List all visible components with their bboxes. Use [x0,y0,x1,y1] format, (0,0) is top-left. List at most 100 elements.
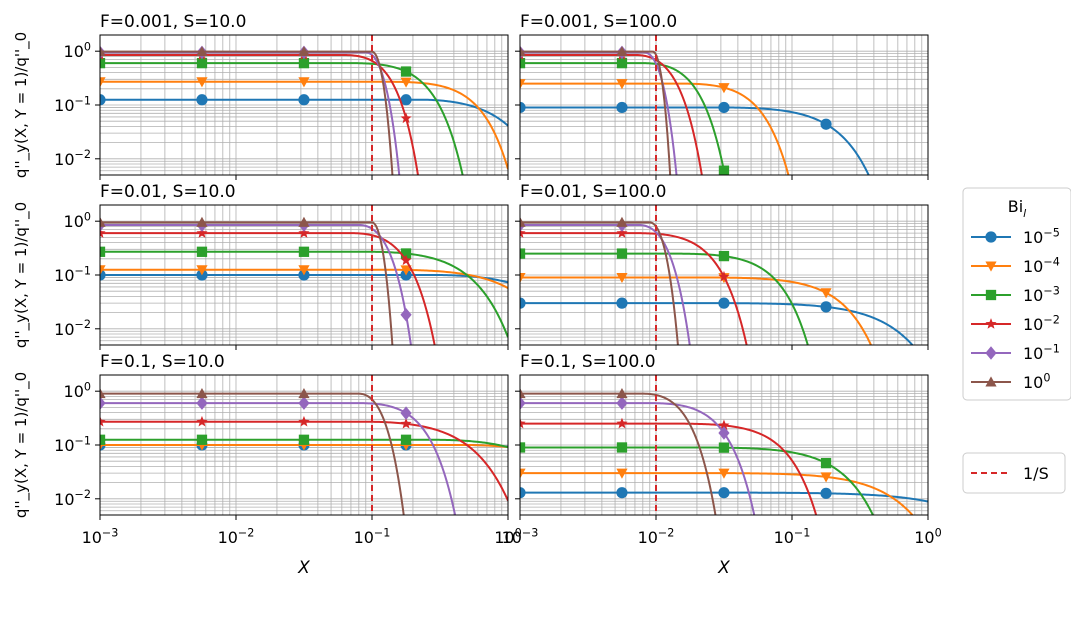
data-point-bi-1e0 [298,388,310,399]
data-point-bi-1e-5 [520,297,526,309]
data-point-bi-1e-4 [616,79,628,90]
series-line-bi-1e-5 [520,106,870,175]
data-point-bi-1e-1 [400,308,412,322]
x-tick-label: 10−1 [774,526,811,547]
data-point-bi-1e-5 [400,94,412,106]
x-tick-label: 10−2 [218,526,255,547]
data-point-bi-1e0 [520,216,526,227]
data-point-bi-1e-5 [616,101,628,114]
data-point-bi-1e-3 [520,248,526,259]
panel-title: F=0.1, S=100.0 [520,352,656,372]
data-point-bi-1e-3 [718,165,730,175]
legend-entry-label: 10−1 [1023,342,1060,363]
grid [519,34,929,176]
legend-marker [985,376,997,387]
data-point-bi-1e-1 [400,406,412,420]
x-tick-label: 10−2 [638,526,675,547]
series-line-bi-1e-2 [100,232,436,345]
y-axis-label: q''_y(X, Y = 1)/q''_0 [12,202,31,348]
legend-marker [985,318,997,329]
ticks [95,220,509,350]
legend-marker [985,289,997,301]
data-point-bi-1e0 [196,216,208,227]
data-point-bi-1e-4 [520,272,526,284]
data-point-bi-1e-2 [616,227,628,238]
data-point-bi-1e0 [100,46,106,57]
data-point-bi-1e-1 [196,396,208,410]
data-point-bi-1e0 [100,216,106,227]
data-point-bi-1e-4 [718,83,730,94]
y-axis-label: q''_y(X, Y = 1)/q''_0 [12,372,31,518]
data-point-bi-1e-4 [100,77,106,88]
data-point-bi-1e-3 [616,248,628,259]
legend-entry-label: 100 [1023,371,1050,392]
legend-entry-label: 10−2 [1023,313,1060,334]
y-tick-label: 10−2 [54,488,91,509]
data-point-bi-1e-5 [520,487,526,499]
ticks [95,390,509,520]
y-tick-label: 10−1 [54,264,91,285]
panel-title: F=0.01, S=10.0 [100,182,236,202]
data-point-bi-1e0 [616,46,628,57]
panel-3: F=0.01, S=10.0 10−2 10−1 100 q''_y(X, Y = 1)… [12,182,509,350]
data-point-bi-1e-2 [298,415,310,427]
data-point-bi-1e-3 [820,457,832,469]
data-point-bi-1e-4 [196,265,208,276]
data-point-bi-1e-3 [196,434,208,445]
data-point-bi-1e-4 [520,79,526,90]
data-point-bi-1e-5 [520,101,526,114]
data-point-bi-1e-3 [100,57,106,69]
ref-legend-box [962,452,1066,494]
y-tick-label: 100 [64,40,91,61]
panel-5: F=0.1, S=10.0 10−2 10−1 100 q''_y(X, Y = 1)/… [12,352,522,578]
legend-marker [985,346,997,360]
data-point-bi-1e0 [298,216,310,227]
series-line-bi-1e-1 [100,51,401,175]
series-line-bi-1e0 [520,221,679,345]
data-point-bi-1e-2 [718,419,730,431]
series-line-bi-1e0 [100,392,405,515]
series-group [520,45,870,175]
data-point-bi-1e-2 [196,227,208,238]
data-point-bi-1e-5 [718,487,730,499]
ticks [515,390,929,520]
panel-6: F=0.1, S=100.0 10−3 10−2 10−1 100 X [502,352,942,578]
x-tick-label: 10−3 [82,526,119,547]
series-line-bi-1e-2 [520,422,818,515]
data-point-bi-1e-3 [100,246,106,257]
legend-marker [985,261,997,272]
panel-1: F=0.001, S=10.0 10−2 10−1 100 q''_y(X, Y = 1… [12,12,509,180]
x-axis-label: X [717,558,730,578]
data-point-bi-1e-2 [400,112,412,124]
data-point-bi-1e-1 [616,396,628,410]
legend-title: Bil [1008,197,1026,220]
data-point-bi-1e-5 [718,297,730,309]
data-point-bi-1e-3 [196,246,208,257]
data-point-bi-1e-5 [718,101,730,114]
legend-marker [985,231,997,243]
data-point-bi-1e-4 [520,468,526,479]
data-point-bi-1e-3 [298,434,310,445]
panel-title: F=0.1, S=10.0 [100,352,225,372]
series-line-bi-1e-3 [100,250,508,338]
series-line-bi-1e-1 [520,223,691,345]
data-point-bi-1e-3 [718,250,730,262]
data-point-bi-1e-1 [520,396,526,410]
series-line-bi-1e-1 [100,402,457,515]
panel-title: F=0.001, S=10.0 [100,12,246,32]
x-tick-label: 10−1 [354,526,391,547]
x-tick-label: 10−3 [502,526,539,547]
x-tick-label: 100 [494,526,521,547]
legend: Bil 10−5 10−4 10−3 10−2 10−1 100 1/S [962,187,1071,494]
data-point-bi-1e-4 [400,77,412,88]
data-point-bi-1e-5 [820,118,832,130]
y-tick-label: 10−1 [54,434,91,455]
data-point-bi-1e-4 [400,265,412,276]
data-point-bi-1e-4 [616,272,628,284]
y-axis-label: q''_y(X, Y = 1)/q''_0 [12,32,31,178]
data-point-bi-1e-5 [616,297,628,309]
data-point-bi-1e-3 [616,442,628,453]
series-line-bi-1e-4 [520,82,790,175]
data-point-bi-1e-4 [100,265,106,276]
data-point-bi-1e-4 [718,468,730,479]
